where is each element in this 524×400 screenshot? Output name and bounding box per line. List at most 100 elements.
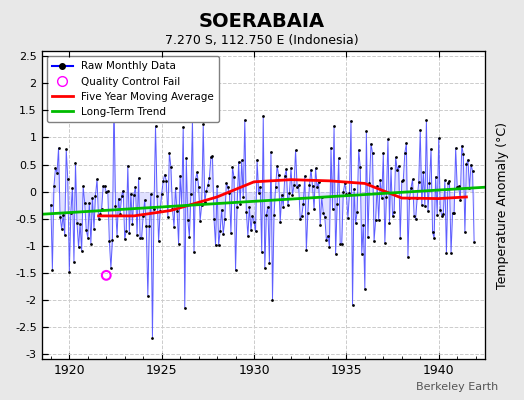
Point xyxy=(370,238,378,244)
Point xyxy=(119,187,127,194)
Point xyxy=(339,189,347,195)
Point xyxy=(162,177,170,184)
Point xyxy=(321,214,329,220)
Point xyxy=(418,202,426,208)
Point xyxy=(275,172,283,178)
Point xyxy=(301,173,309,179)
Point xyxy=(262,212,270,218)
Point xyxy=(407,184,415,191)
Point xyxy=(316,221,324,228)
Point xyxy=(76,221,84,227)
Point xyxy=(462,161,471,167)
Point xyxy=(116,211,124,218)
Point xyxy=(84,234,92,241)
Point xyxy=(73,220,81,227)
Point xyxy=(67,210,75,216)
Point xyxy=(396,235,405,242)
Point xyxy=(136,235,144,242)
Point xyxy=(401,150,409,156)
Point xyxy=(62,146,70,152)
Point xyxy=(244,233,252,239)
Point xyxy=(245,204,254,210)
Point xyxy=(101,183,109,190)
Point xyxy=(255,190,263,196)
Point xyxy=(341,180,349,186)
Point xyxy=(208,153,216,160)
Point xyxy=(333,201,341,208)
Point xyxy=(185,234,193,240)
Point xyxy=(110,94,118,100)
Point xyxy=(259,113,267,119)
Point xyxy=(137,234,146,241)
Point xyxy=(267,149,275,155)
Point xyxy=(133,232,141,238)
Point xyxy=(228,164,237,170)
Point xyxy=(147,191,155,198)
Point xyxy=(372,217,380,224)
Point xyxy=(191,176,200,182)
Point xyxy=(221,216,229,222)
Point xyxy=(352,220,360,226)
Point xyxy=(376,177,385,184)
Point xyxy=(178,202,186,209)
Point xyxy=(322,236,331,243)
Point xyxy=(457,142,466,149)
Point xyxy=(171,185,180,191)
Point xyxy=(81,200,89,206)
Point xyxy=(395,163,403,170)
Point xyxy=(170,224,178,230)
Point xyxy=(334,155,343,161)
Point xyxy=(461,229,469,236)
Point xyxy=(410,212,418,219)
Point xyxy=(424,208,432,214)
Point xyxy=(384,136,392,143)
Point xyxy=(282,166,290,172)
Point xyxy=(264,204,272,210)
Point xyxy=(430,235,438,241)
Point xyxy=(362,128,370,135)
Point xyxy=(168,206,177,212)
Point xyxy=(104,188,112,194)
Point xyxy=(91,192,100,199)
Point xyxy=(97,206,106,212)
Point xyxy=(302,247,311,253)
Point xyxy=(156,208,165,214)
Point xyxy=(402,140,411,146)
Point xyxy=(382,194,390,200)
Point xyxy=(379,150,387,156)
Point xyxy=(265,260,274,266)
Point xyxy=(428,229,436,235)
Point xyxy=(253,157,261,163)
Point xyxy=(225,190,234,197)
Point xyxy=(144,292,152,299)
Point xyxy=(450,209,458,216)
Point xyxy=(465,185,474,191)
Y-axis label: Temperature Anomaly (°C): Temperature Anomaly (°C) xyxy=(496,122,509,288)
Point xyxy=(290,182,298,188)
Point xyxy=(378,195,386,202)
Point xyxy=(361,286,369,292)
Text: 7.270 S, 112.750 E (Indonesia): 7.270 S, 112.750 E (Indonesia) xyxy=(165,34,359,47)
Point xyxy=(232,267,240,274)
Point xyxy=(260,265,269,272)
Point xyxy=(217,206,226,213)
Point xyxy=(107,265,115,271)
Point xyxy=(250,218,258,225)
Point xyxy=(304,210,312,216)
Point xyxy=(390,209,398,216)
Point xyxy=(211,242,220,249)
Point xyxy=(222,180,231,186)
Point xyxy=(237,157,246,164)
Point xyxy=(447,250,455,256)
Point xyxy=(140,197,149,203)
Point xyxy=(90,225,98,232)
Point xyxy=(439,211,447,217)
Point xyxy=(47,202,55,208)
Point xyxy=(324,233,332,239)
Point xyxy=(456,196,464,203)
Point xyxy=(181,304,189,311)
Point xyxy=(239,194,247,200)
Point xyxy=(158,191,166,197)
Point xyxy=(96,211,104,218)
Point xyxy=(353,208,362,215)
